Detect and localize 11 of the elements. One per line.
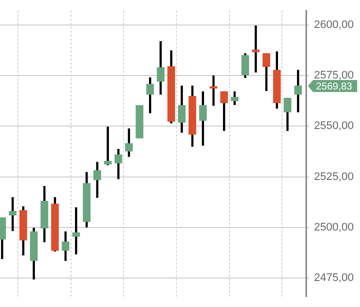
y-tick-label: 2550,00	[314, 120, 354, 132]
y-tick-label: 2475,00	[314, 272, 354, 284]
candlestick	[8, 197, 17, 232]
candlestick	[104, 126, 112, 166]
candlestick	[136, 105, 144, 138]
y-tick-label: 2575,00	[314, 69, 354, 82]
y-tick-label: 2500,00	[314, 222, 354, 234]
candlestick	[252, 25, 260, 73]
text: 2569,83	[316, 82, 353, 93]
y-tick-label: 2600,00	[314, 18, 354, 31]
y-tick-label: 2525,00	[314, 170, 354, 183]
